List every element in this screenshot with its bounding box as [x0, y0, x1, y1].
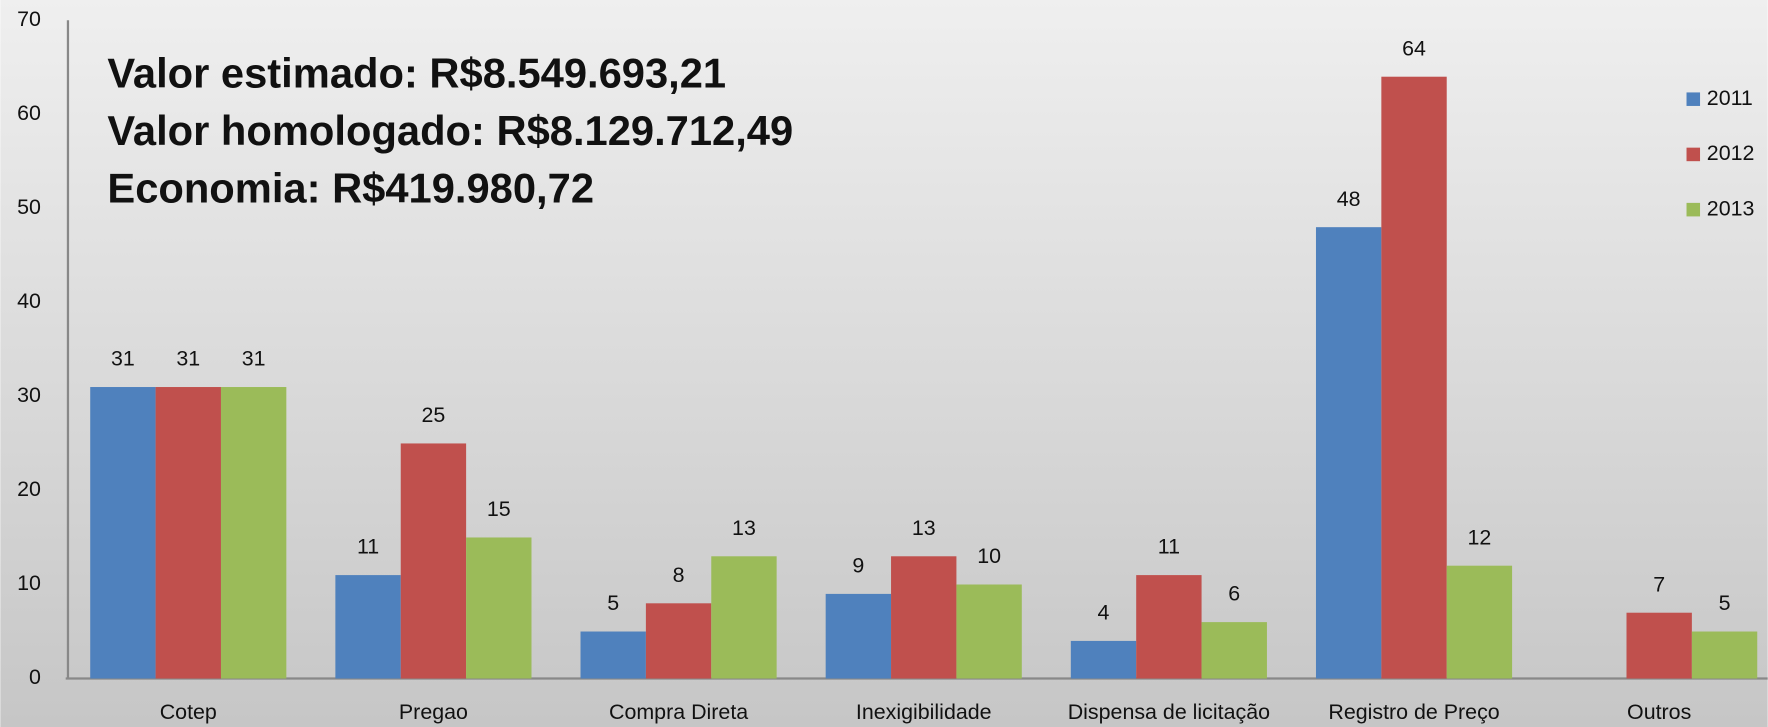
- bar: [466, 537, 532, 679]
- legend-label: 2012: [1707, 141, 1755, 165]
- legend-swatch: [1686, 202, 1701, 217]
- data-label: 13: [912, 516, 936, 540]
- bar: [1446, 565, 1513, 679]
- x-tick-label: Pregao: [399, 700, 468, 724]
- bar: [155, 387, 221, 679]
- x-tick-label: Cotep: [160, 700, 217, 724]
- data-label: 11: [357, 535, 379, 559]
- data-label: 5: [1719, 591, 1731, 615]
- x-tick-label: Outros: [1627, 700, 1691, 724]
- data-label: 5: [607, 591, 619, 615]
- annotation: Valor estimado: R$8.549.693,21: [107, 50, 726, 97]
- x-tick-label: Compra Direta: [609, 700, 748, 724]
- bar: [1691, 631, 1758, 679]
- x-tick-label: Inexigibilidade: [856, 700, 992, 724]
- bar: [220, 387, 287, 679]
- annotation: Valor homologado: R$8.129.712,49: [107, 107, 793, 154]
- bar: [891, 556, 957, 679]
- bar: [400, 443, 467, 679]
- y-tick-label: 10: [17, 571, 41, 595]
- x-tick-label: Dispensa de licitação: [1068, 700, 1270, 724]
- data-label: 13: [732, 516, 756, 540]
- data-label: 25: [422, 403, 446, 427]
- y-tick-label: 50: [17, 195, 41, 219]
- data-label: 31: [111, 347, 135, 371]
- bar: [1201, 622, 1267, 679]
- y-tick-label: 70: [17, 7, 41, 31]
- bar: [645, 603, 712, 679]
- bar: [1070, 640, 1137, 679]
- bar: [335, 575, 401, 679]
- data-label: 12: [1468, 525, 1492, 549]
- data-label: 48: [1337, 187, 1361, 211]
- legend-swatch: [1686, 147, 1701, 162]
- legend-label: 2011: [1707, 86, 1753, 110]
- bar: [580, 631, 646, 679]
- data-label: 7: [1653, 572, 1665, 596]
- y-tick-label: 60: [17, 101, 41, 125]
- bar: [1315, 227, 1382, 679]
- bar: [825, 593, 892, 679]
- data-label: 8: [673, 563, 685, 587]
- data-label: 11: [1158, 535, 1180, 559]
- data-label: 10: [977, 544, 1001, 568]
- x-tick-label: Registro de Preço: [1328, 700, 1499, 724]
- y-tick-label: 30: [17, 383, 41, 407]
- data-label: 64: [1402, 36, 1426, 60]
- y-tick-label: 0: [29, 665, 41, 689]
- y-tick-label: 40: [17, 289, 41, 313]
- data-label: 31: [176, 347, 200, 371]
- annotation: Economia: R$419.980,72: [107, 165, 594, 212]
- data-label: 4: [1098, 601, 1110, 625]
- bar: [90, 387, 156, 679]
- data-label: 6: [1228, 582, 1240, 606]
- data-label: 15: [487, 497, 511, 521]
- y-tick-label: 20: [17, 477, 41, 501]
- bar: [1381, 76, 1447, 679]
- legend-swatch: [1686, 92, 1701, 106]
- legend-label: 2013: [1707, 196, 1755, 220]
- bar: [1626, 612, 1692, 679]
- bar: [1136, 575, 1202, 679]
- data-label: 9: [852, 554, 864, 578]
- data-label: 31: [242, 347, 266, 371]
- bar: [956, 584, 1022, 679]
- bar: [711, 556, 777, 679]
